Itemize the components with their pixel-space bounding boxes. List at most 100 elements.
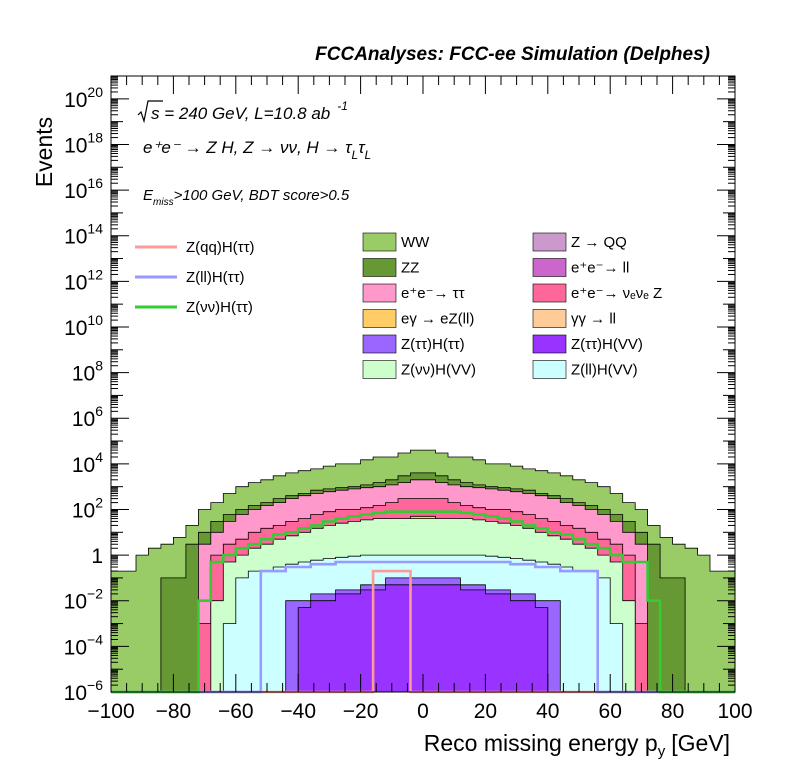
y-tick-label: 1020 [64, 84, 103, 112]
annotation-line-1-sup: -1 [337, 99, 348, 113]
x-tick-label: −20 [343, 700, 379, 723]
y-tick-label: 1016 [64, 175, 103, 203]
y-tick-exponent: −4 [87, 631, 103, 647]
chart-title: FCCAnalyses: FCC-ee Simulation (Delphes) [315, 44, 710, 65]
y-tick-exponent: −2 [87, 586, 103, 602]
y-tick-base: 10 [64, 180, 87, 203]
y-tick-label: 1 [91, 545, 103, 568]
y-tick-label: 10−2 [64, 586, 104, 614]
y-tick-base: 10 [64, 134, 87, 157]
x-tick-label: 80 [661, 700, 684, 723]
legend-box-swatch [362, 334, 397, 354]
legend-box-swatch [362, 258, 397, 277]
annotation-line-2-tau: τ [358, 138, 366, 157]
annotation-sqrt-s: s = 240 GeV, L=10.8 ab -1 [137, 99, 348, 124]
x-axis-label-unit: [GeV] [671, 730, 730, 756]
y-tick-base: 10 [64, 682, 87, 705]
y-tick-base: 10 [72, 499, 95, 522]
legend-box-label: ZZ [401, 260, 419, 277]
legend-box-label: Z(ττ)H(VV) [571, 336, 643, 353]
annotation-line-2: e⁺e⁻ → Z H, Z → νν, H → τLτL [143, 138, 371, 162]
x-tick-label: 0 [417, 700, 429, 723]
x-axis-label: Reco missing energy py [GeV] [424, 730, 730, 760]
y-tick-base: 10 [64, 317, 87, 340]
x-tick-label: 40 [536, 700, 559, 723]
legend-box-label: eγ → eZ(ll) [401, 311, 474, 328]
y-tick-exponent: 2 [95, 494, 103, 510]
y-tick-label: 10−4 [64, 631, 104, 659]
y-tick-label: 102 [72, 494, 103, 522]
y-tick-exponent: 10 [87, 312, 103, 328]
y-tick-base: 10 [64, 226, 87, 249]
y-tick-exponent: 14 [87, 221, 103, 237]
y-tick-exponent: 12 [87, 266, 103, 282]
annotation-line-1: s = 240 GeV, L=10.8 ab -1 [151, 99, 348, 123]
legend-box-swatch [362, 309, 397, 328]
x-tick-label: 60 [599, 700, 622, 723]
x-axis-label-sub: y [658, 743, 666, 760]
legend-box-label: e⁺e⁻→ ll [571, 260, 629, 277]
y-tick-label: 104 [72, 449, 103, 477]
y-tick-label: 1012 [64, 266, 103, 294]
legend: Z(qq)H(ττ) Z(ll)H(ττ) Z(νν)H(ττ) WW Z → QQ ZZ… [135, 232, 662, 379]
y-tick-base: 10 [72, 408, 95, 431]
legend-box-label: Z → QQ [571, 234, 627, 251]
x-tick-label: −100 [87, 700, 134, 723]
legend-line-label: Z(ll)H(ττ) [186, 269, 245, 286]
legend-box-label: e⁺e⁻→ νₑνₑ Z [571, 285, 662, 302]
y-tick-label: 10−6 [64, 677, 104, 705]
y-tick-label: 1010 [64, 312, 103, 340]
y-tick-exponent: 16 [87, 175, 103, 191]
y-tick-base: 10 [64, 271, 87, 294]
legend-box-swatch [532, 309, 567, 328]
y-tick-exponent: 6 [95, 403, 103, 419]
y-tick-base: 1 [91, 545, 103, 568]
y-tick-label: 1018 [64, 129, 103, 157]
y-tick-base: 10 [64, 89, 87, 112]
signal-line-2 [111, 510, 735, 694]
y-tick-exponent: 4 [95, 449, 103, 465]
y-axis-label: Events [31, 117, 57, 187]
y-tick-base: 10 [64, 636, 87, 659]
legend-box-swatch [532, 360, 567, 379]
annotation-line-3-sub: miss [153, 197, 174, 208]
y-tick-base: 10 [72, 363, 95, 386]
legend-box-swatch [532, 258, 567, 277]
legend-box-swatch [362, 232, 397, 252]
x-tick-label: 20 [474, 700, 497, 723]
legend-box-label: WW [401, 234, 430, 251]
x-tick-label: −80 [156, 700, 192, 723]
legend-box-swatch [532, 232, 567, 252]
y-tick-exponent: −6 [87, 677, 103, 693]
legend-box-label: Z(ττ)H(ττ) [401, 336, 465, 353]
legend-box-swatch [532, 283, 567, 303]
annotation-line-3-rest: >100 GeV, BDT score>0.5 [174, 187, 350, 204]
sqrt-symbol [137, 100, 163, 124]
y-tick-exponent: 18 [87, 129, 103, 145]
x-tick-label: −40 [280, 700, 316, 723]
x-tick-label: 100 [717, 700, 752, 723]
legend-box-label: Z(νν)H(VV) [401, 362, 476, 379]
y-tick-exponent: 8 [95, 358, 103, 374]
legend-box-label: Z(ll)H(VV) [571, 362, 638, 379]
y-tick-base: 10 [64, 591, 87, 614]
annotation-line-1-text: s = 240 GeV, L=10.8 ab [151, 104, 330, 123]
annotation-line-2-text: e⁺e⁻ → Z H, Z → νν, H → τ [143, 138, 353, 157]
legend-box-swatch [362, 360, 397, 379]
stacked-histograms [110, 449, 736, 693]
x-tick-label: −60 [218, 700, 254, 723]
axis-ticks [110, 75, 736, 693]
annotation-line-3-e: E [143, 187, 154, 204]
annotation-line-2-sub-2: L [365, 148, 372, 162]
y-tick-base: 10 [72, 454, 95, 477]
legend-box-swatch [532, 334, 567, 354]
legend-box-swatch [362, 283, 397, 303]
y-tick-label: 106 [72, 403, 103, 431]
x-axis-label-main: Reco missing energy p [424, 730, 658, 756]
legend-line-label: Z(qq)H(ττ) [186, 239, 255, 256]
annotation-line-3: Emiss>100 GeV, BDT score>0.5 [143, 187, 350, 208]
legend-line-label: Z(νν)H(ττ) [186, 299, 253, 316]
y-tick-label: 1014 [64, 221, 103, 249]
axis-tick-labels: −100 −80 −60 −40 −20 0 20 40 60 80 10010−610−410−2… [64, 84, 753, 723]
